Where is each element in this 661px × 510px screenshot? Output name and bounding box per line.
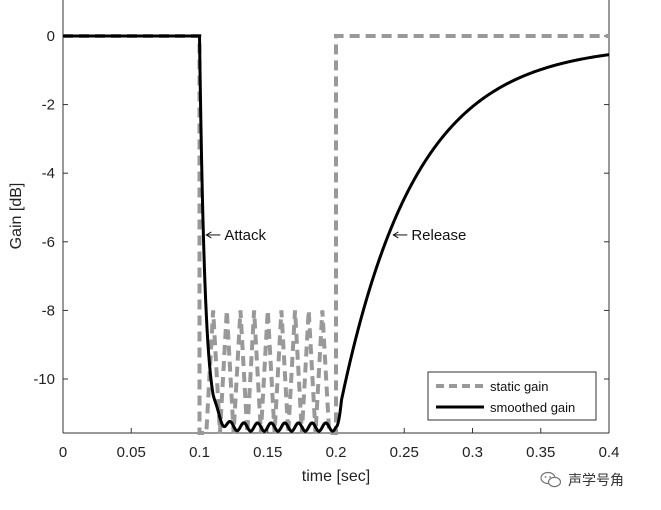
smoothed-gain-series — [63, 34, 610, 433]
annotations: Attack Release — [205, 227, 466, 244]
wechat-icon — [540, 471, 562, 488]
y-tick-label: -8 — [42, 302, 55, 319]
y-tick-label: 0 — [47, 28, 55, 45]
x-tick-label: 0.35 — [526, 444, 555, 461]
x-tick-label: 0.4 — [599, 444, 620, 461]
legend-box — [427, 371, 597, 421]
x-tick-label: 0.2 — [326, 444, 347, 461]
y-tick-label: -10 — [33, 371, 55, 388]
y-tick-label: -6 — [42, 234, 55, 251]
y-tick-label: -4 — [42, 165, 55, 182]
legend-label-smoothed: smoothed gain — [490, 400, 575, 415]
x-axis-label: time [sec] — [302, 468, 370, 485]
legend: static gain smoothed gain — [427, 371, 597, 421]
annotation-label: Release — [411, 227, 466, 244]
annotation-arrowhead — [205, 231, 212, 239]
y-tick-label: -2 — [42, 97, 55, 114]
x-tick-label: 0 — [59, 444, 67, 461]
static-gain-line — [63, 34, 609, 435]
x-tick-label: 0.25 — [390, 444, 419, 461]
watermark: 声学号角 — [540, 470, 624, 490]
y-axis-label: Gain [dB] — [8, 183, 25, 250]
axis-ticks: 0 0.05 0.1 0.15 0.2 0.25 0.3 0.35 0.4 0 -2 -4 -6 -8 -1… — [33, 28, 619, 461]
legend-label-static: static gain — [490, 379, 549, 394]
x-tick-label: 0.05 — [117, 444, 146, 461]
smoothed-gain-line — [63, 34, 610, 433]
x-tick-label: 0.3 — [462, 444, 483, 461]
annotation-arrowhead — [392, 231, 399, 239]
watermark-text: 声学号角 — [568, 473, 624, 489]
annotation-label: Attack — [224, 227, 266, 244]
static-gain-series — [63, 34, 609, 435]
x-tick-label: 0.1 — [189, 444, 210, 461]
x-tick-label: 0.15 — [253, 444, 282, 461]
